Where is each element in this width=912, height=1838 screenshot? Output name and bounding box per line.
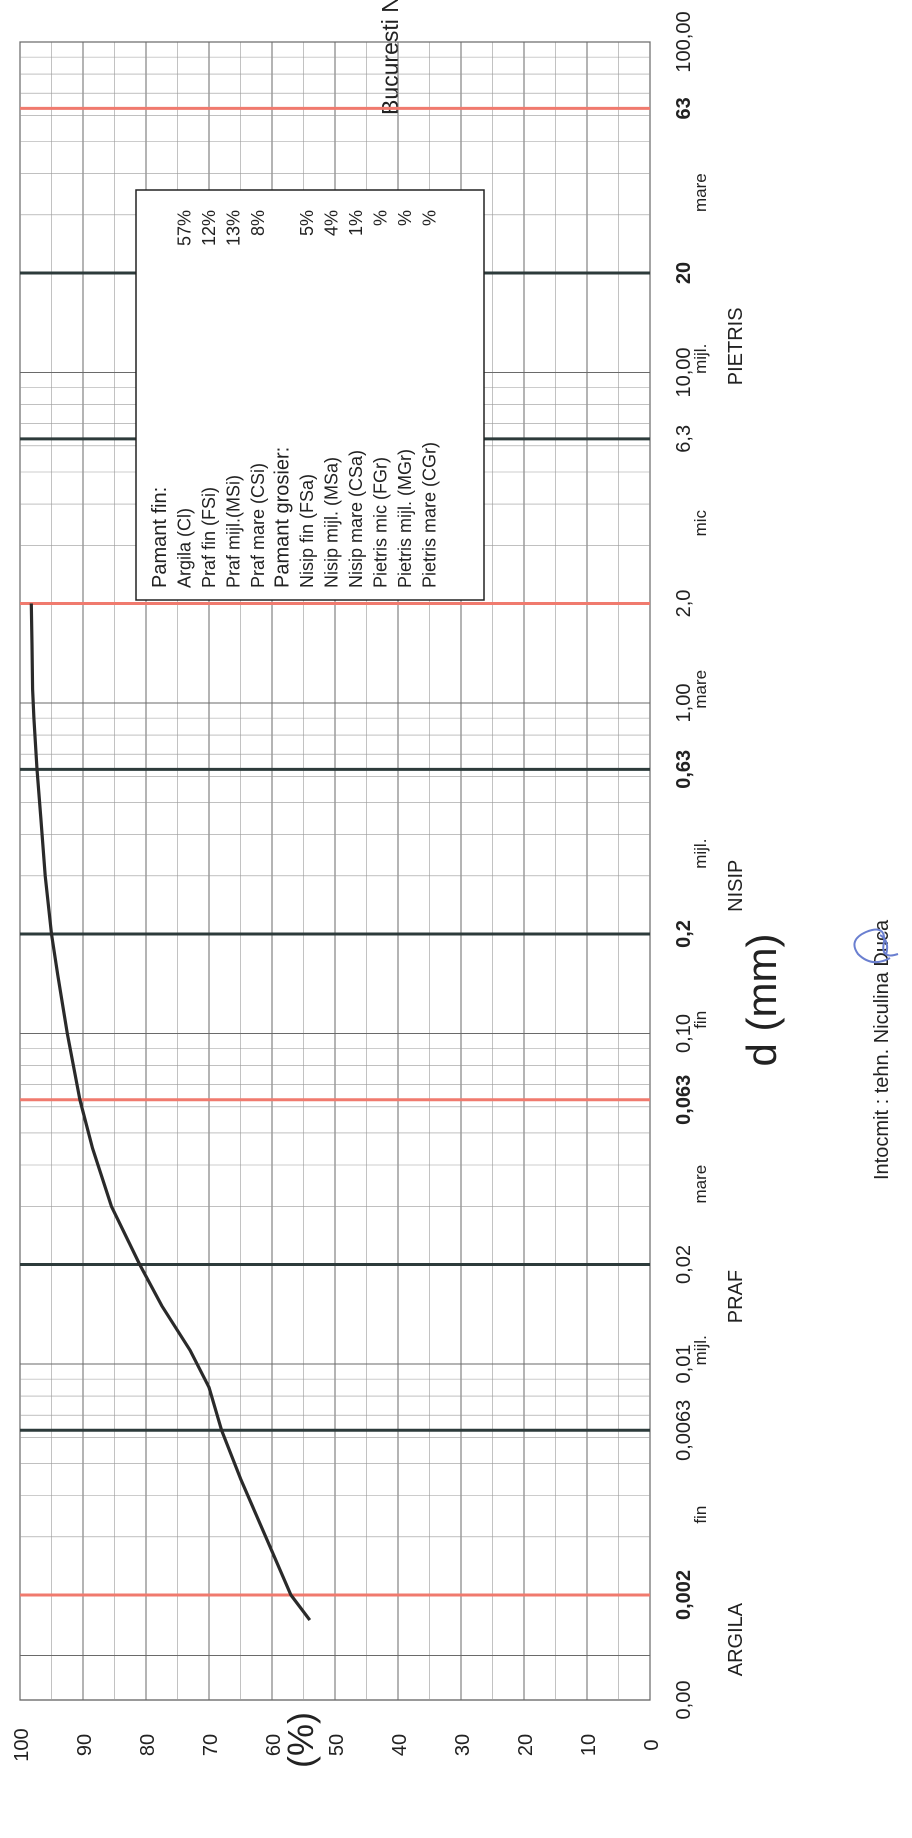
legend-row-label: Pamant fin: xyxy=(149,487,171,588)
legend-row-value: 57% xyxy=(175,210,195,246)
y-tick-label: 100 xyxy=(11,1728,33,1761)
legend-row-label: Praf fin (FSi) xyxy=(199,487,219,588)
legend-row-label: Nisip fin (FSa) xyxy=(297,474,317,588)
x-tick-label: 1,00 xyxy=(673,684,695,723)
y-tick-label: 90 xyxy=(74,1734,96,1756)
legend-row-value: % xyxy=(420,210,440,226)
legend-row-value: 4% xyxy=(322,210,342,236)
legend-row-label: Pietris mijl. (MGr) xyxy=(395,449,415,588)
legend-row-value: 5% xyxy=(297,210,317,236)
y-tick-label: 40 xyxy=(389,1734,411,1756)
y-tick-label: 20 xyxy=(515,1734,537,1756)
x-tick-label: 100,00 xyxy=(673,11,695,72)
fraction-sub-label: fin xyxy=(691,1506,710,1524)
grading-curve xyxy=(29,603,312,1622)
y-tick-label: 80 xyxy=(137,1734,159,1756)
y-tick-label: 50 xyxy=(326,1734,348,1756)
fraction-sub-label: mijl. xyxy=(691,839,710,869)
legend-row-value: % xyxy=(371,210,391,226)
legend-row-value: % xyxy=(395,210,415,226)
soil-group-label: PIETRIS xyxy=(725,307,747,385)
reference-lines xyxy=(20,106,650,1597)
legend-row-label: Nisip mijl. (MSa) xyxy=(322,457,342,588)
x-tick-label: 0,02 xyxy=(673,1245,695,1284)
legend-row-label: Pietris mare (CGr) xyxy=(420,442,440,588)
fraction-sub-label: fin xyxy=(691,1011,710,1029)
legend-row-value: 12% xyxy=(199,210,219,246)
legend-row-value: 8% xyxy=(248,210,268,236)
x-tick-label: 0,01 xyxy=(673,1345,695,1384)
x-tick-label: 63 xyxy=(673,97,695,119)
x-axis-label: d (mm) xyxy=(738,934,785,1067)
curve-layer xyxy=(29,603,312,1622)
axis-labels: 0 10 20 30 40 50 60 70 80 90 100 0,00 0,002 0,0063 0,0… xyxy=(11,11,747,1761)
fraction-sub-label: mare xyxy=(691,670,710,709)
fraction-sub-label: mijl. xyxy=(691,1335,710,1365)
legend-row-label: Nisip mare (CSa) xyxy=(346,450,366,588)
legend-row-label: Pamant grosier: xyxy=(272,447,294,588)
x-tick-label: 0,2 xyxy=(673,920,695,948)
legend-row-value: 13% xyxy=(224,210,244,246)
y-tick-label: 70 xyxy=(200,1734,222,1756)
fraction-sub-label: mare xyxy=(691,1165,710,1204)
x-tick-label: 6,3 xyxy=(673,425,695,453)
x-tick-label: 0,063 xyxy=(673,1075,695,1125)
x-tick-label: 10,00 xyxy=(673,347,695,397)
legend-row-label: Praf mijl.(MSi) xyxy=(224,475,244,588)
x-tick-label: 2,0 xyxy=(673,590,695,618)
soil-group-label: PRAF xyxy=(725,1270,747,1323)
y-tick-label: 0 xyxy=(641,1739,663,1750)
y-tick-label: 60 xyxy=(263,1734,285,1756)
legend-frame xyxy=(135,189,485,601)
signature-icon xyxy=(853,928,899,964)
y-axis-label: (%) xyxy=(280,1712,321,1768)
legend-row-label: Pietris mic (FGr) xyxy=(371,457,391,588)
legend-box: Pamant fin: Argila (Cl) 57% Praf fin (FSi) 1… xyxy=(135,189,485,601)
y-tick-label: 10 xyxy=(578,1734,600,1756)
x-tick-label: 20 xyxy=(673,262,695,284)
x-tick-label: 0,10 xyxy=(673,1014,695,1053)
x-tick-label: 0,0063 xyxy=(673,1400,695,1461)
soil-group-label: ARGILA xyxy=(725,1602,747,1676)
fraction-sub-label: mare xyxy=(691,173,710,212)
x-tick-label: 0,00 xyxy=(673,1681,695,1720)
x-tick-label: 0,63 xyxy=(673,750,695,789)
chart-title: Bucuresti Nord - Giurgiu Nord - Giurgiu … xyxy=(377,0,403,115)
fraction-sub-label: mijl. xyxy=(691,344,710,374)
legend-row-label: Argila (Cl) xyxy=(175,508,195,588)
author-footer: Intocmit : tehn. Niculina Duca xyxy=(871,919,893,1180)
y-tick-label: 30 xyxy=(452,1734,474,1756)
legend-row-value: 1% xyxy=(346,210,366,236)
fraction-sub-label: mic xyxy=(691,509,710,536)
x-tick-label: 0,002 xyxy=(673,1570,695,1620)
soil-group-label: NISIP xyxy=(725,860,747,912)
legend-row-label: Praf mare (CSi) xyxy=(248,463,268,588)
